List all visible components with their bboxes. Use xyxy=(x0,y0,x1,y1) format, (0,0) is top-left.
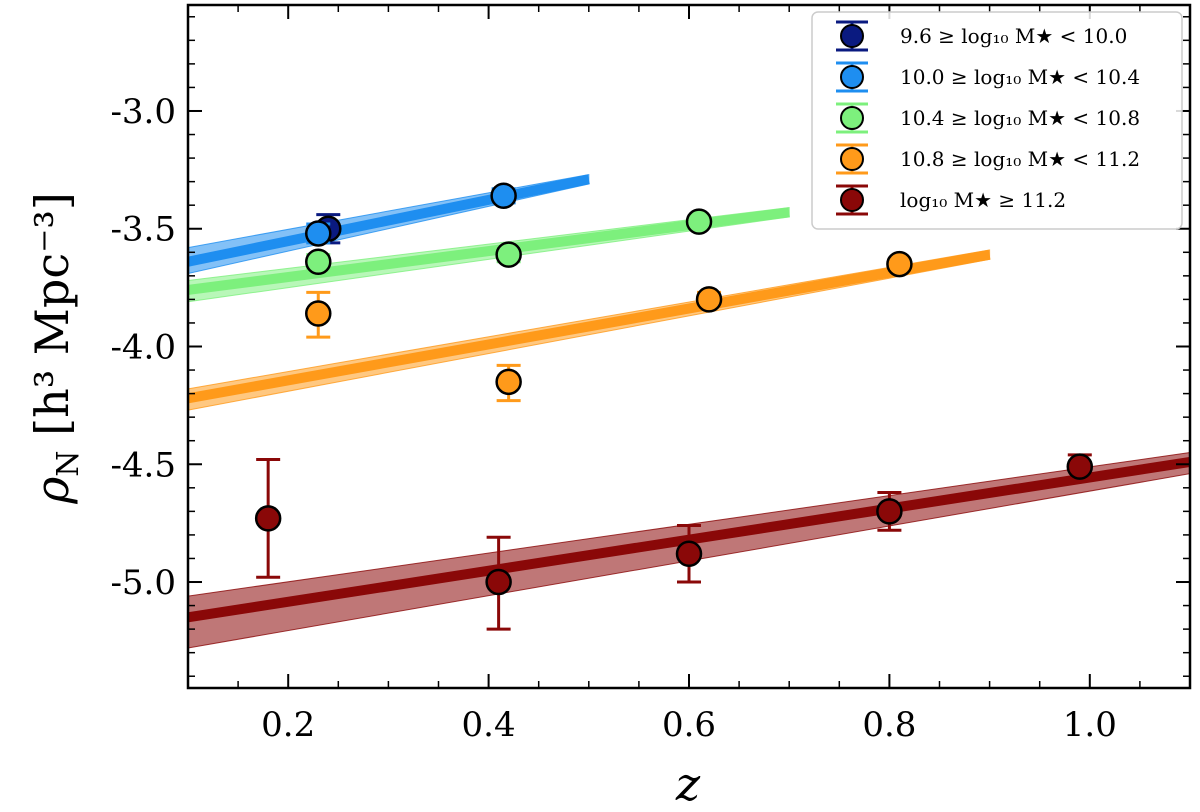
legend-item-3: 10.4 ≥ log₁₀ M★ < 10.8 xyxy=(836,102,1140,134)
series-2-fit-line xyxy=(188,174,590,267)
series-3-point-3 xyxy=(685,208,713,235)
legend-marker xyxy=(840,106,864,130)
data-marker xyxy=(876,498,903,525)
y-axis-ticks: -3.0 -3.5 -4.0 -4.5 -5.0 xyxy=(110,16,1190,677)
legend-label: 10.8 ≥ log₁₀ M★ < 11.2 xyxy=(900,147,1140,171)
legend: 9.6 ≥ log₁₀ M★ < 10.0 10.0 ≥ log₁₀ M★ < 1… xyxy=(811,11,1183,230)
y-tick-label: -4.0 xyxy=(110,328,176,368)
series-4-point-1 xyxy=(305,290,332,339)
data-marker xyxy=(254,505,282,532)
plot-area xyxy=(188,173,1190,649)
x-axis-ticks: 0.2 0.4 0.6 0.8 1.0 xyxy=(187,5,1191,745)
x-tick-label: 0.2 xyxy=(261,705,315,745)
series-4-fit-line xyxy=(188,249,991,404)
legend-label: 10.4 ≥ log₁₀ M★ < 10.8 xyxy=(900,106,1140,130)
series-5-point-5 xyxy=(1066,453,1094,480)
series-4-point-2 xyxy=(495,363,522,403)
legend-marker xyxy=(840,188,864,212)
data-marker xyxy=(305,220,332,247)
series-5-point-2 xyxy=(485,535,512,631)
y-tick-label: -5.0 xyxy=(110,563,176,603)
legend-marker xyxy=(840,65,864,89)
legend-box xyxy=(811,11,1183,230)
y-axis-label: ρN [h³ Mpc⁻³] xyxy=(25,192,86,505)
y-axis-label-symbol: ρ xyxy=(25,477,79,505)
data-marker xyxy=(886,250,913,278)
series-5-point-3 xyxy=(675,523,703,584)
legend-label: log₁₀ M★ ≥ 11.2 xyxy=(900,188,1066,212)
series-5-point-4 xyxy=(876,491,903,532)
y-tick-label: -3.0 xyxy=(110,92,176,132)
series-2-point-2 xyxy=(490,182,517,210)
x-axis-label: z xyxy=(675,757,701,811)
data-marker xyxy=(685,208,713,235)
data-marker xyxy=(695,286,723,313)
x-tick-label: 0.6 xyxy=(662,705,716,745)
data-marker xyxy=(305,248,332,275)
legend-marker xyxy=(840,24,864,48)
series-4-point-3 xyxy=(695,286,723,313)
data-marker xyxy=(485,568,512,596)
y-tick-label: -3.5 xyxy=(110,210,176,250)
series-2-point-1 xyxy=(305,220,332,247)
series-4-point-4 xyxy=(886,250,913,278)
data-marker xyxy=(675,540,703,568)
legend-item-2: 10.0 ≥ log₁₀ M★ < 10.4 xyxy=(836,61,1140,93)
x-tick-label: 1.0 xyxy=(1063,705,1117,745)
legend-marker xyxy=(840,147,864,171)
x-tick-label: 0.8 xyxy=(862,705,916,745)
series-3-point-1 xyxy=(305,248,332,275)
legend-label: 9.6 ≥ log₁₀ M★ < 10.0 xyxy=(900,24,1127,48)
plot-content xyxy=(188,173,1190,649)
y-tick-label: -4.5 xyxy=(110,445,176,485)
series-5-point-1 xyxy=(254,458,282,579)
data-marker xyxy=(495,368,522,396)
data-marker xyxy=(305,300,332,327)
data-marker xyxy=(490,182,517,210)
series-3-point-2 xyxy=(495,241,522,268)
data-marker xyxy=(495,241,522,268)
legend-item-1: 9.6 ≥ log₁₀ M★ < 10.0 xyxy=(836,20,1127,52)
y-axis-label-subscript: N xyxy=(51,450,86,476)
data-marker xyxy=(1066,453,1094,480)
y-axis-label-units: [h³ Mpc⁻³] xyxy=(25,192,79,450)
legend-label: 10.0 ≥ log₁₀ M★ < 10.4 xyxy=(900,65,1140,89)
legend-item-5: log₁₀ M★ ≥ 11.2 xyxy=(836,184,1066,216)
legend-item-4: 10.8 ≥ log₁₀ M★ < 11.2 xyxy=(836,143,1140,175)
x-tick-label: 0.4 xyxy=(462,705,516,745)
